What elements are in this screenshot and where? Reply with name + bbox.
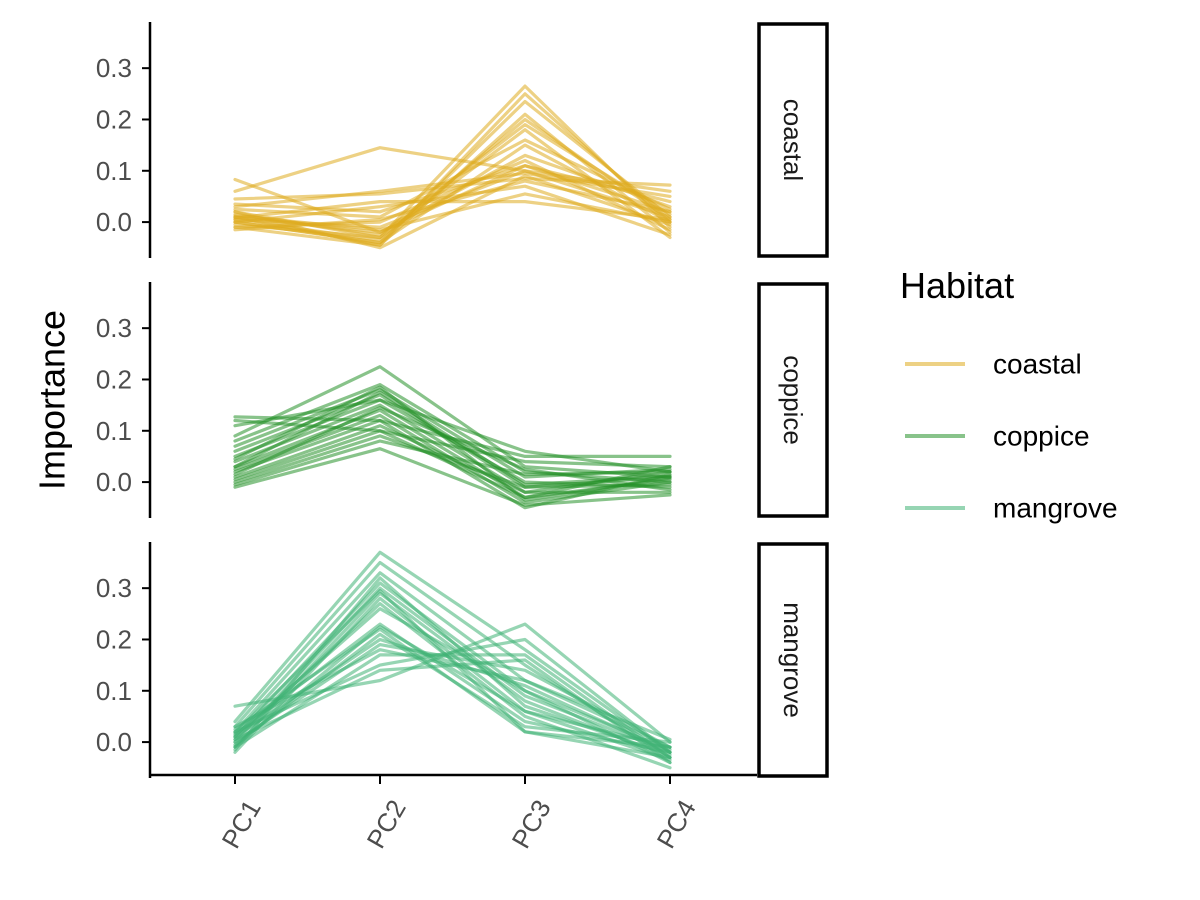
series-line-coastal: [233, 192, 672, 232]
facet-panels: 0.00.10.20.3coastal0.00.10.20.3coppice0.…: [96, 22, 829, 778]
y-tick-label: 0.3: [96, 53, 132, 83]
y-tick-label: 0.3: [96, 573, 132, 603]
series-line-coppice: [233, 406, 672, 492]
series-line-coastal: [233, 164, 672, 214]
series-line-mangrove: [233, 571, 672, 749]
x-tick-label: PC4: [651, 795, 702, 854]
x-tick-label: PC3: [506, 795, 557, 854]
series-line-mangrove: [233, 550, 672, 754]
y-tick-label: 0.2: [96, 624, 132, 654]
legend-label: mangrove: [993, 493, 1118, 524]
series-line-coppice: [233, 447, 672, 507]
facet-strip-label: coppice: [778, 355, 808, 445]
y-tick-label: 0.1: [96, 416, 132, 446]
legend-item-mangrove: mangrove: [905, 493, 1118, 524]
series-line-coppice: [233, 408, 672, 500]
y-tick-label: 0.2: [96, 104, 132, 134]
y-tick-label: 0.1: [96, 156, 132, 186]
legend-label: coastal: [993, 349, 1082, 380]
series-line-mangrove: [233, 589, 672, 749]
series-line-coppice: [233, 383, 672, 484]
legend-item-coppice: coppice: [905, 421, 1090, 452]
legend-label: coppice: [993, 421, 1090, 452]
x-axis: PC1 PC2 PC3 PC4: [149, 773, 757, 854]
facet-coppice: 0.0 0.1 0.2 0.3 coppice: [96, 282, 829, 518]
x-tick-label: PC1: [216, 795, 267, 854]
facet-strip: [757, 542, 829, 778]
series-line-mangrove: [233, 637, 672, 754]
series-line-coppice: [233, 385, 672, 502]
y-tick-label: 0.0: [96, 207, 132, 237]
series-line-mangrove: [233, 653, 672, 760]
facet-coastal: 0.0 0.1 0.2 0.3 coastal: [96, 22, 829, 258]
series-line-coppice: [233, 434, 672, 489]
facet-strip: [757, 282, 829, 518]
series-line-coastal: [233, 138, 672, 219]
legend: Habitat coastal coppice mangrove: [900, 265, 1118, 524]
y-tick-label: 0.0: [96, 467, 132, 497]
y-tick-label: 0.3: [96, 313, 132, 343]
series-line-mangrove: [233, 607, 672, 752]
facet-strip-label: mangrove: [778, 602, 808, 718]
facet-strip-label: coastal: [778, 99, 808, 181]
series-line-coastal: [233, 200, 672, 222]
y-axis-title: Importance: [32, 310, 73, 490]
facet-strip: [757, 22, 829, 258]
y-tick-label: 0.2: [96, 364, 132, 394]
series-line-coppice: [233, 418, 672, 469]
y-tick-label: 0.0: [96, 727, 132, 757]
series-line-coppice: [233, 439, 672, 487]
legend-item-coastal: coastal: [905, 349, 1082, 380]
facet-mangrove: 0.0 0.1 0.2 0.3 mangrove: [96, 542, 829, 778]
series-line-mangrove: [233, 625, 672, 762]
x-tick-label: PC2: [361, 795, 412, 854]
legend-title: Habitat: [900, 265, 1014, 306]
y-tick-label: 0.1: [96, 676, 132, 706]
